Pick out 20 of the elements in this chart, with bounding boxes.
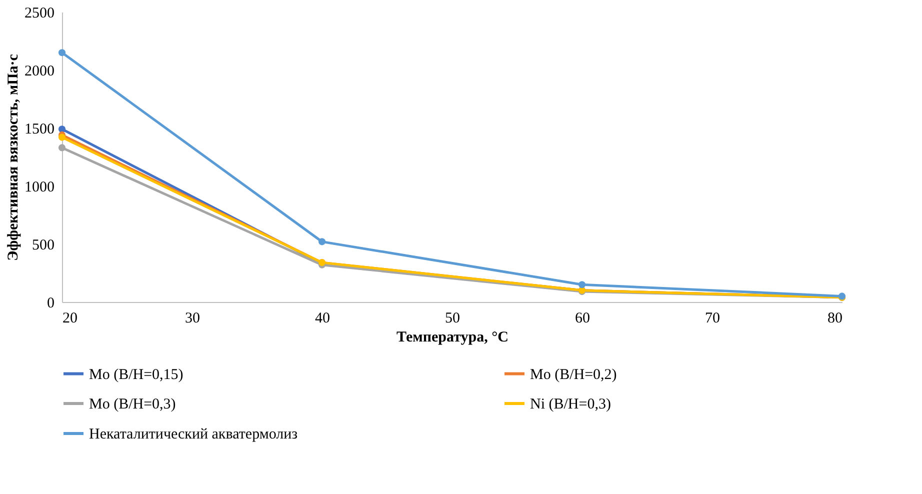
legend-label: Ni (В/Н=0,3) (530, 396, 611, 412)
x-tick-label: 80 (828, 310, 842, 326)
y-tick-label: 2000 (24, 64, 54, 80)
y-tick-label: 1500 (24, 122, 54, 138)
x-tick-label: 50 (445, 310, 460, 326)
legend-label: Некаталитический акватермолиз (89, 426, 298, 442)
y-axis-title: Эффективная вязкость, мПа·с (6, 54, 22, 261)
legend-label: Mo (В/Н=0,2) (530, 366, 617, 383)
x-tick-label: 60 (575, 310, 590, 326)
legend-label: Mo (В/Н=0,3) (89, 396, 176, 412)
legend-label: Mo (В/Н=0,15) (89, 366, 184, 383)
y-tick-label: 2500 (24, 6, 54, 22)
x-axis-title: Температура, °C (396, 330, 508, 346)
y-tick-label: 500 (32, 238, 54, 254)
y-tick-label: 0 (47, 296, 54, 312)
x-tick-label: 40 (315, 310, 330, 326)
x-tick-label: 20 (62, 310, 78, 326)
y-tick-label: 1000 (24, 180, 54, 196)
x-tick-label: 70 (705, 310, 720, 326)
x-tick-label: 30 (185, 310, 200, 326)
